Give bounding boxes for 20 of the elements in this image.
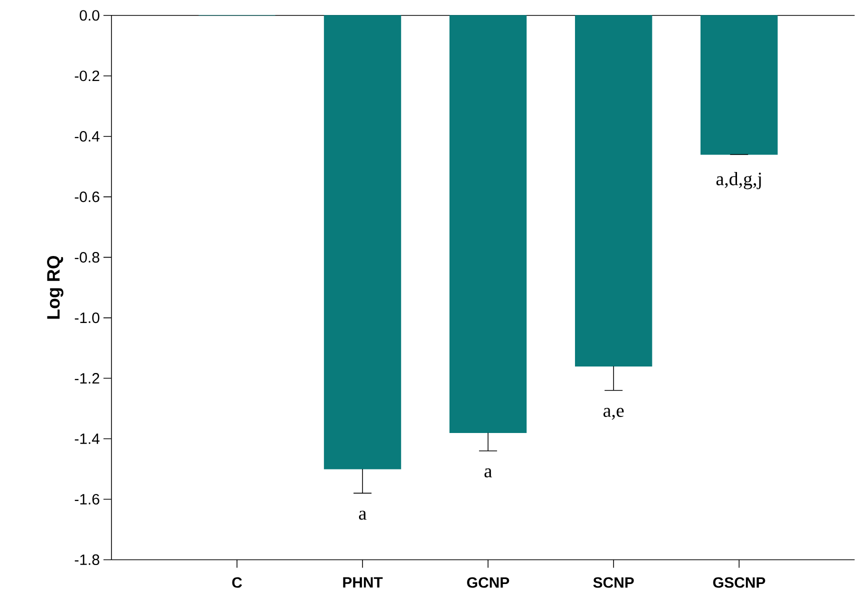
y-tick-label: -1.6 xyxy=(74,494,100,505)
x-tick-label: C xyxy=(232,577,242,588)
y-tick-label: -0.4 xyxy=(74,131,100,142)
annotation: a,d,g,j xyxy=(716,172,761,190)
annotation: a xyxy=(358,510,366,520)
x-tick-label: GSCNP xyxy=(713,577,766,588)
x-tick-label: PHNT xyxy=(343,577,383,588)
y-tick-label: -1.8 xyxy=(74,554,100,566)
y-axis-title: Log RQ xyxy=(47,256,64,319)
annotation: a,e xyxy=(603,408,624,420)
y-tick-label: -1.4 xyxy=(74,434,100,444)
x-tick-label: GCNP xyxy=(467,577,510,588)
y-tick-label: -1.0 xyxy=(74,312,100,324)
x-tick-label: SCNP xyxy=(593,577,634,588)
annotation: a xyxy=(484,468,492,478)
y-tick-label: -0.2 xyxy=(74,70,100,82)
y-tick-label: -0.6 xyxy=(74,192,100,202)
y-tick-label: 0.0 xyxy=(80,10,100,21)
y-tick-label: -1.2 xyxy=(74,373,100,384)
y-tick-label: -0.8 xyxy=(74,252,100,263)
